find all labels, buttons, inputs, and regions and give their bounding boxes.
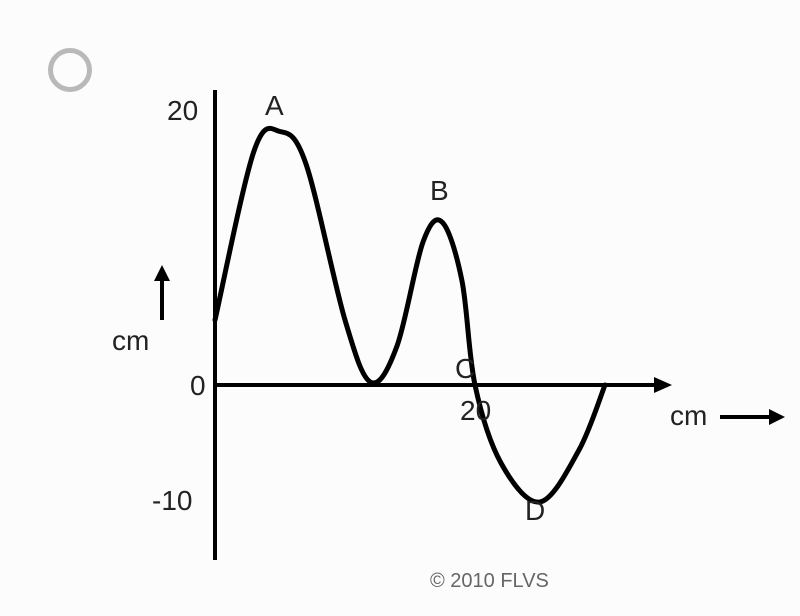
point-label-b: B bbox=[430, 175, 449, 207]
point-label-c: C bbox=[455, 353, 475, 385]
y-tick-0: 0 bbox=[190, 370, 206, 402]
point-label-a: A bbox=[265, 90, 284, 122]
y-tick-neg10: -10 bbox=[152, 485, 192, 517]
y-axis-arrow-icon bbox=[151, 265, 173, 320]
x-axis-label: cm bbox=[670, 400, 707, 432]
y-axis-label: cm bbox=[112, 325, 149, 357]
x-axis-arrow-icon bbox=[720, 406, 785, 428]
copyright-text: © 2010 FLVS bbox=[430, 570, 549, 593]
y-tick-20: 20 bbox=[167, 95, 198, 127]
point-label-d: D bbox=[525, 495, 545, 527]
wave-chart: 20 0 -10 20 cm cm A B C D © 2010 FLVS bbox=[120, 90, 740, 570]
radio-option-circle[interactable] bbox=[48, 48, 92, 92]
chart-svg bbox=[120, 90, 740, 570]
x-tick-20: 20 bbox=[460, 395, 491, 427]
